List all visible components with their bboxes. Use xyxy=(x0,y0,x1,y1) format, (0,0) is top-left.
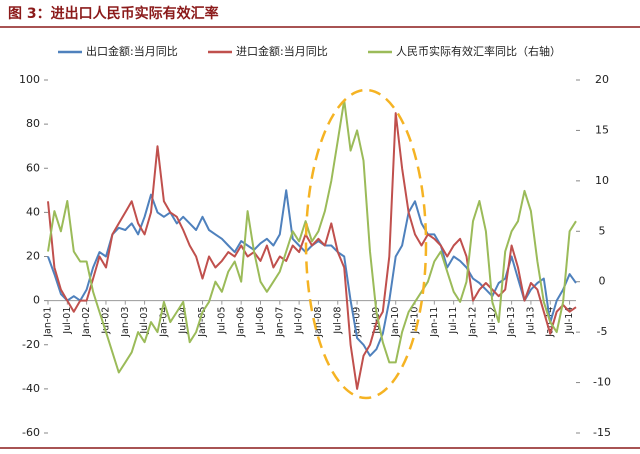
y-tick-label: 0 xyxy=(33,294,40,307)
y2-tick-label: 5 xyxy=(599,224,606,237)
y-tick-label: 60 xyxy=(26,161,40,174)
y-tick-label: 40 xyxy=(26,205,40,218)
y2-tick-label: -10 xyxy=(593,376,611,389)
legend-label: 人民币实际有效汇率同比（右轴） xyxy=(396,44,561,58)
x-tick-label: Jul-10 xyxy=(410,307,421,335)
x-tick-label: Jan-13 xyxy=(506,307,517,338)
x-tick-label: Jan-06 xyxy=(236,307,247,338)
y-tick-label: -20 xyxy=(22,338,40,351)
y-tick-label: -60 xyxy=(22,426,40,439)
legend-label: 出口金额:当月同比 xyxy=(86,44,178,58)
x-tick-label: Jul-07 xyxy=(294,307,305,335)
x-tick-label: Jul-03 xyxy=(139,307,150,335)
x-tick-label: Jul-04 xyxy=(178,307,189,335)
y-tick-label: 100 xyxy=(19,73,40,86)
x-tick-label: Jan-09 xyxy=(352,307,363,338)
y2-tick-label: 0 xyxy=(599,275,606,288)
x-tick-label: Jan-08 xyxy=(313,307,324,338)
plot-area: -60 -40 -20 0 20 40 60 80 100 -15 -10 -5 0 5 10 15 20 Jan… xyxy=(19,73,611,439)
chart-title: 图 3：进出口人民币实际有效汇率 xyxy=(8,5,219,22)
x-tick-label: Jan-05 xyxy=(197,307,208,338)
x-tick-label: Jul-14 xyxy=(564,307,575,335)
series-line xyxy=(47,99,577,374)
x-tick-label: Jan-02 xyxy=(81,307,92,338)
y-tick-label: -40 xyxy=(22,382,40,395)
x-tick-label: Jan-10 xyxy=(390,307,401,338)
y2-tick-label: -5 xyxy=(597,325,608,338)
x-tick-label: Jul-01 xyxy=(62,307,73,335)
highlight-ellipse xyxy=(304,88,428,400)
y2-tick-label: 10 xyxy=(595,174,609,187)
x-tick-label: Jan-04 xyxy=(158,307,169,338)
series-line xyxy=(47,112,577,390)
x-tick-label: Jul-05 xyxy=(216,307,227,335)
y2-tick-label: 20 xyxy=(595,73,609,86)
x-tick-label: Jul-02 xyxy=(100,307,111,335)
x-tick-label: Jul-09 xyxy=(371,307,382,335)
x-tick-label: Jul-06 xyxy=(255,307,266,335)
y2-tick-label: 15 xyxy=(595,123,609,136)
legend-label: 进口金额:当月同比 xyxy=(236,44,328,58)
x-tick-label: Jan-03 xyxy=(120,307,131,338)
x-tick-label: Jan-01 xyxy=(43,307,54,338)
x-tick-label: Jan-12 xyxy=(467,307,478,338)
y-tick-label: 80 xyxy=(26,117,40,130)
x-tick-label: Jul-11 xyxy=(448,307,459,335)
y2-tick-label: -15 xyxy=(593,426,611,439)
x-tick-label: Jul-12 xyxy=(487,307,498,335)
x-tick-label: Jan-11 xyxy=(429,307,440,338)
x-tick-label: Jul-08 xyxy=(332,307,343,335)
y-tick-label: 20 xyxy=(26,250,40,263)
x-tick-label: Jan-07 xyxy=(274,307,285,338)
x-tick-label: Jul-13 xyxy=(525,307,536,335)
